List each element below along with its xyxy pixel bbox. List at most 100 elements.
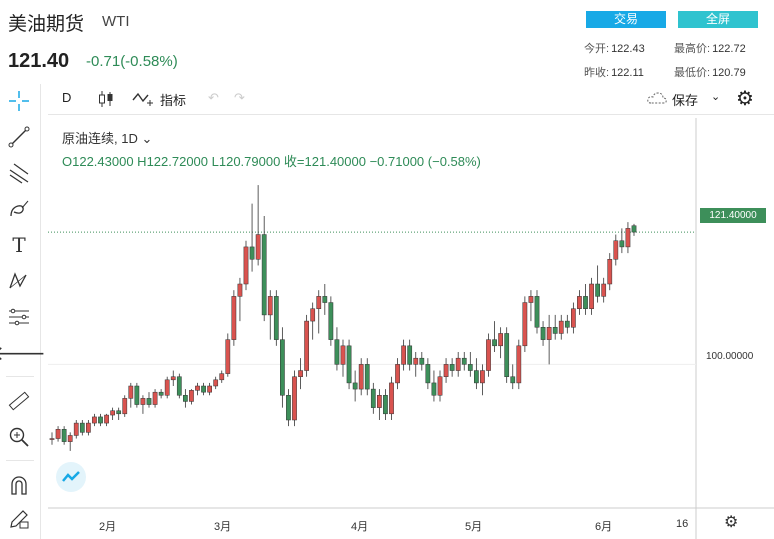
candle bbox=[619, 228, 625, 254]
candle bbox=[176, 373, 182, 399]
candle-body bbox=[261, 234, 267, 316]
candle bbox=[407, 339, 413, 371]
candle bbox=[280, 327, 285, 408]
candle-body bbox=[480, 370, 485, 384]
text-tool-icon[interactable]: T bbox=[12, 233, 26, 257]
candle-body bbox=[273, 296, 279, 340]
candle-body bbox=[498, 333, 503, 347]
candle-body bbox=[207, 385, 212, 393]
candle-body bbox=[213, 379, 219, 387]
candle-body bbox=[370, 388, 376, 408]
candle bbox=[595, 265, 600, 303]
candle bbox=[377, 389, 382, 420]
pitchfork-icon[interactable] bbox=[6, 160, 32, 186]
save-button[interactable]: 保存 bbox=[672, 93, 699, 108]
pattern-icon[interactable] bbox=[6, 268, 32, 294]
candle-body bbox=[122, 398, 128, 415]
candle-body bbox=[328, 302, 334, 340]
candle bbox=[152, 389, 158, 408]
candle-body bbox=[358, 364, 364, 390]
candle-body bbox=[364, 364, 370, 390]
candle-body bbox=[322, 296, 328, 303]
candle-body bbox=[377, 395, 382, 408]
ohlc-readout: O122.43000 H122.72000 L120.79000 收=121.4… bbox=[62, 154, 481, 169]
redo-icon[interactable]: ↷ bbox=[234, 90, 245, 105]
trade-button[interactable]: 交易 bbox=[586, 11, 666, 28]
candle-body bbox=[92, 416, 97, 424]
interval-selector[interactable]: D bbox=[62, 90, 72, 105]
ruler-icon[interactable] bbox=[6, 388, 32, 414]
cloud-icon[interactable] bbox=[646, 90, 668, 109]
magnet-icon[interactable] bbox=[6, 472, 32, 498]
axis-settings-gear-icon[interactable]: ⚙ bbox=[724, 514, 739, 531]
candle bbox=[298, 358, 303, 390]
candle-body bbox=[601, 283, 607, 297]
candle bbox=[183, 389, 188, 408]
candle-body bbox=[255, 234, 261, 260]
stat-open-label: 今开: bbox=[584, 43, 610, 55]
candle-body bbox=[243, 246, 249, 285]
candle bbox=[49, 432, 55, 445]
zoom-in-icon[interactable] bbox=[6, 424, 32, 450]
candle-body bbox=[170, 376, 176, 381]
candle-body bbox=[455, 357, 461, 371]
candle bbox=[480, 364, 485, 396]
candle-body bbox=[219, 373, 225, 381]
crosshair-icon[interactable] bbox=[6, 88, 32, 114]
settings-gear-icon[interactable]: ⚙ bbox=[736, 88, 754, 110]
price-chart[interactable] bbox=[48, 118, 774, 539]
candle-body bbox=[86, 422, 91, 433]
candle-type-icon[interactable] bbox=[98, 90, 114, 111]
candle-body bbox=[146, 398, 152, 405]
fullscreen-button[interactable]: 全屏 bbox=[678, 11, 758, 28]
candle bbox=[267, 290, 273, 340]
candle bbox=[443, 358, 449, 383]
measure-lines-icon[interactable] bbox=[6, 304, 32, 330]
series-name[interactable]: 原油连续, 1D ⌄ bbox=[62, 128, 152, 147]
candle bbox=[219, 370, 225, 383]
candle bbox=[401, 339, 406, 371]
candle bbox=[146, 392, 152, 408]
chevron-down-icon[interactable]: ⌄ bbox=[711, 91, 721, 103]
candle-body bbox=[352, 382, 358, 390]
candle bbox=[364, 358, 370, 396]
candle-body bbox=[395, 364, 400, 384]
candle-body bbox=[298, 370, 303, 377]
candle-body bbox=[140, 398, 146, 405]
candle-body bbox=[425, 364, 431, 384]
candle-body bbox=[595, 283, 600, 297]
candle-body bbox=[552, 327, 558, 334]
candle-body bbox=[558, 320, 564, 334]
candle-body bbox=[583, 296, 588, 309]
candle-body bbox=[55, 429, 61, 439]
candle bbox=[607, 253, 613, 291]
chevron-down-icon[interactable]: ⌄ bbox=[141, 131, 153, 146]
candle bbox=[140, 395, 146, 414]
chart-toolbar: D 指标 ↶ ↷ 保存 ⌄ ⚙ bbox=[48, 84, 774, 115]
candle bbox=[583, 284, 588, 315]
pencil-lock-icon[interactable] bbox=[6, 506, 32, 532]
candle bbox=[67, 432, 73, 451]
candle bbox=[243, 240, 249, 291]
toolbar-divider-2 bbox=[6, 460, 34, 461]
candle bbox=[389, 376, 394, 420]
stat-low: 最低价: 120.79 bbox=[674, 64, 746, 80]
indicators-button[interactable]: 指标 bbox=[160, 93, 187, 108]
candle bbox=[522, 296, 528, 352]
candle bbox=[558, 314, 564, 340]
trend-line-icon[interactable] bbox=[6, 124, 32, 150]
candle-body bbox=[340, 345, 346, 365]
brush-icon[interactable] bbox=[6, 196, 32, 222]
candle-body bbox=[437, 376, 443, 396]
stat-prev: 昨收: 122.11 bbox=[584, 64, 644, 80]
candle bbox=[534, 290, 540, 334]
candle bbox=[486, 333, 491, 377]
undo-icon[interactable]: ↶ bbox=[208, 90, 219, 105]
last-price-label: 121.40000 bbox=[700, 208, 766, 223]
candle-body bbox=[589, 283, 594, 309]
candle bbox=[128, 382, 134, 408]
indicators-icon[interactable] bbox=[132, 90, 154, 109]
candle bbox=[467, 352, 473, 377]
back-arrow-icon[interactable]: 🡐 bbox=[0, 342, 46, 365]
stat-open: 今开: 122.43 bbox=[584, 40, 645, 56]
